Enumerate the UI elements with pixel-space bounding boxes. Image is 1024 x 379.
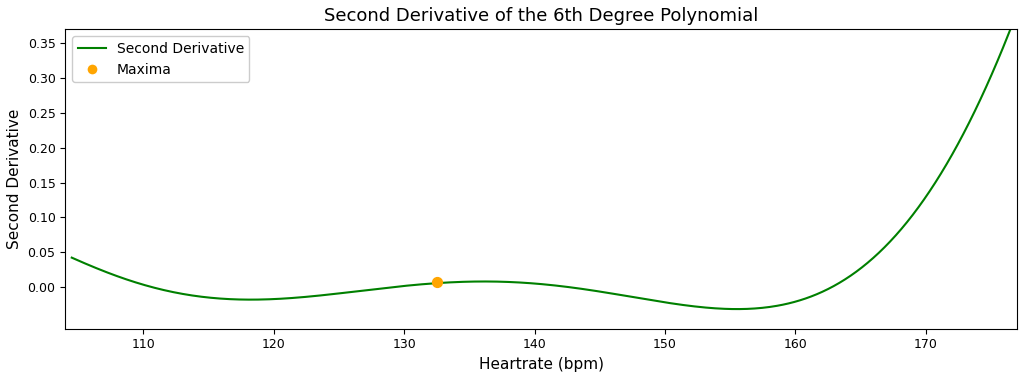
Legend: Second Derivative, Maxima: Second Derivative, Maxima xyxy=(72,36,250,82)
Title: Second Derivative of the 6th Degree Polynomial: Second Derivative of the 6th Degree Poly… xyxy=(324,7,759,25)
Point xyxy=(429,279,445,285)
X-axis label: Heartrate (bpm): Heartrate (bpm) xyxy=(478,357,603,372)
Y-axis label: Second Derivative: Second Derivative xyxy=(7,109,22,249)
